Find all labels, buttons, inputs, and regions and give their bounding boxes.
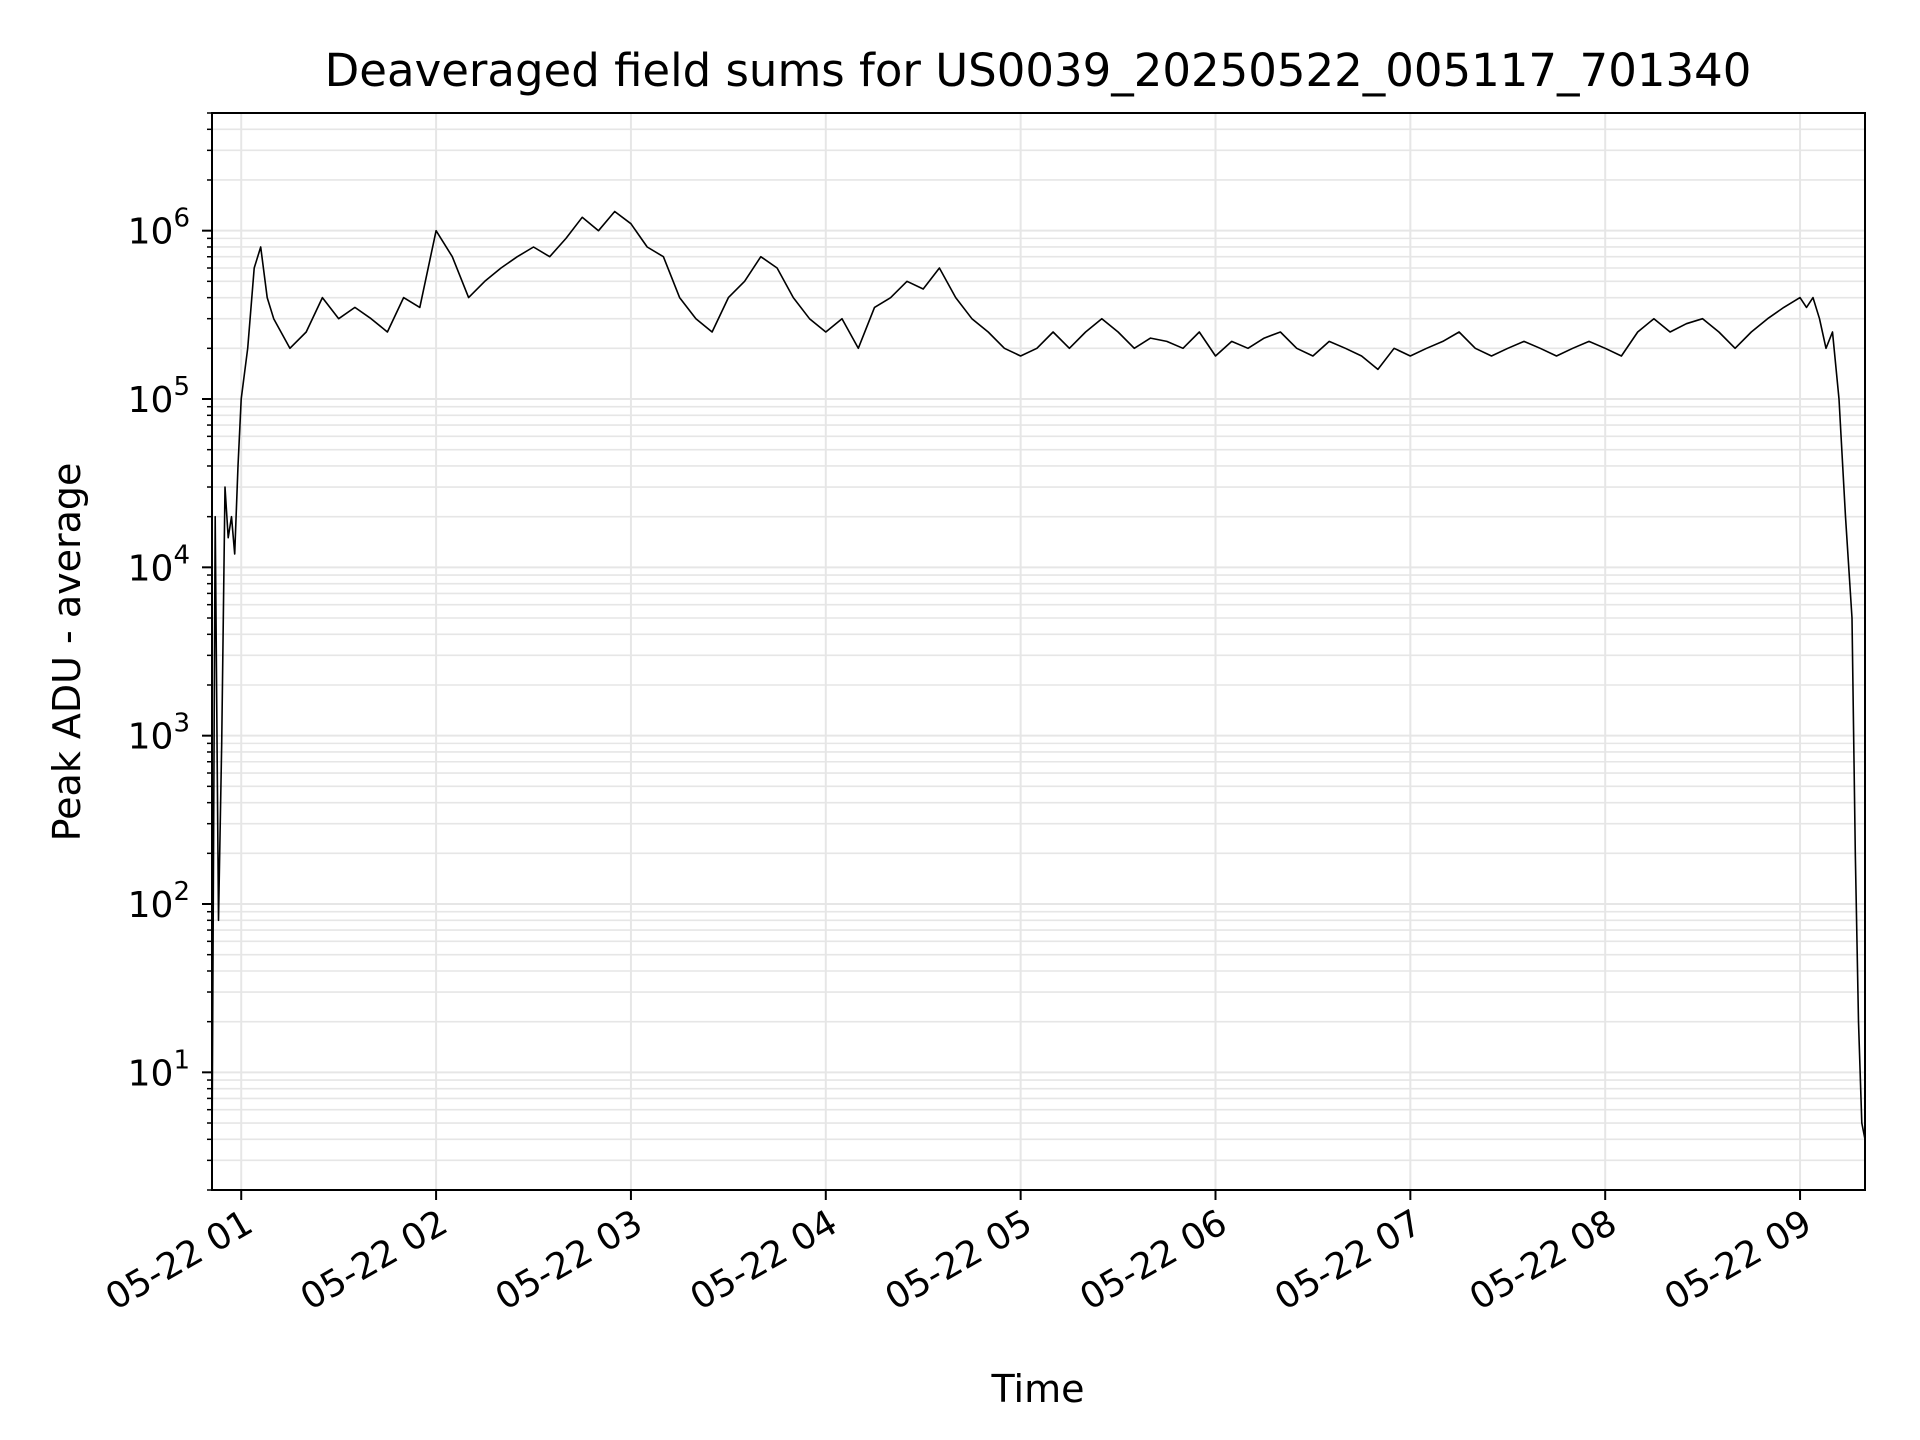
- plot-frame: [211, 112, 1866, 1191]
- chart-title: Deaveraged field sums for US0039_2025052…: [325, 44, 1752, 97]
- y-tick-label: 101: [128, 1045, 190, 1094]
- y-tick-label: 103: [128, 709, 190, 758]
- y-tick-label: 104: [128, 540, 190, 589]
- y-tick-label: 102: [128, 877, 190, 926]
- y-tick-label: 106: [128, 204, 190, 253]
- y-axis-label: Peak ADU - average: [45, 463, 89, 842]
- series-layer: [211, 210, 1866, 1161]
- series-line: [211, 210, 1866, 1161]
- grid-lines: [212, 112, 1865, 1191]
- y-tick-label: 105: [128, 372, 190, 421]
- x-axis-label: Time: [991, 1367, 1085, 1411]
